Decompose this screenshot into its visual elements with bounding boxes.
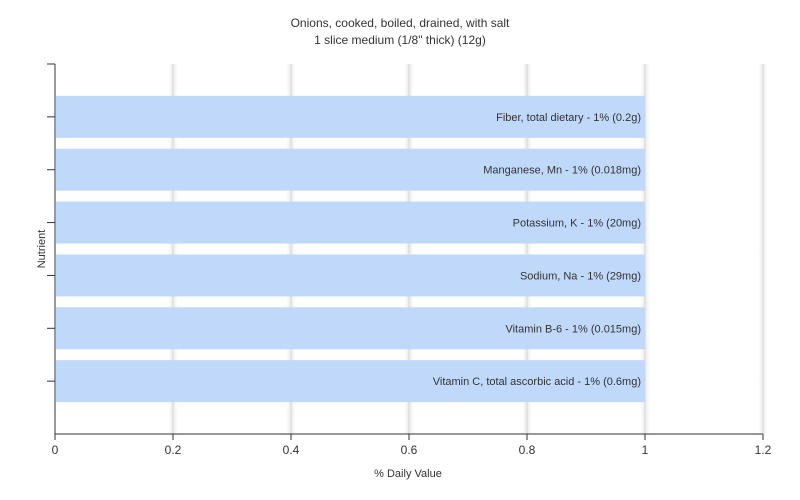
bar <box>56 148 645 191</box>
x-tick-label: 0 <box>52 443 59 457</box>
chart-title: Onions, cooked, boiled, drained, with sa… <box>291 16 510 30</box>
bar <box>56 201 645 244</box>
y-axis-label: Nutrient <box>36 230 48 269</box>
bars: Fiber, total dietary - 1% (0.2g) Manganes… <box>56 95 645 403</box>
bar-label: Vitamin C, total ascorbic acid - 1% (0.6… <box>433 376 641 388</box>
bar-label: Vitamin B-6 - 1% (0.015mg) <box>505 323 641 335</box>
bar-label: Sodium, Na - 1% (29mg) <box>520 270 641 282</box>
bar-label: Fiber, total dietary - 1% (0.2g) <box>496 112 641 124</box>
x-tick-label: 1.2 <box>755 443 772 457</box>
chart-subtitle: 1 slice medium (1/8" thick) (12g) <box>314 33 486 47</box>
bar <box>56 254 645 297</box>
x-axis-label: % Daily Value <box>374 468 442 480</box>
bar-label: Manganese, Mn - 1% (0.018mg) <box>483 165 641 177</box>
bar <box>56 95 645 138</box>
x-tick-label: 0.8 <box>519 443 536 457</box>
axes: 0 0.2 0.4 0.6 0.8 1 1.2 <box>47 63 772 457</box>
bar <box>56 307 645 350</box>
x-tick-label: 0.2 <box>165 443 182 457</box>
x-tick-label: 0.4 <box>283 443 300 457</box>
bar-label: Potassium, K - 1% (20mg) <box>513 218 641 230</box>
x-tick-label: 1 <box>642 443 649 457</box>
x-tick-label: 0.6 <box>401 443 418 457</box>
bar <box>56 360 645 403</box>
